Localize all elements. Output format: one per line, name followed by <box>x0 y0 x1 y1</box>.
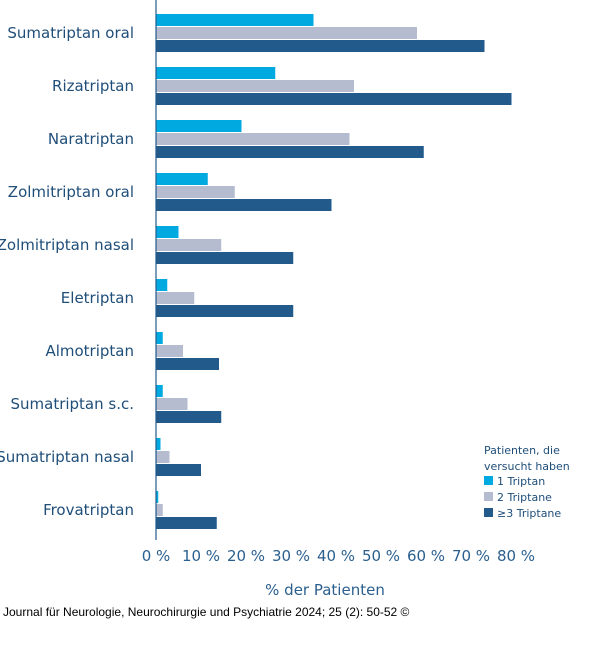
category-label: Rizatriptan <box>52 77 134 95</box>
legend-title-line-2: versucht haben <box>484 460 570 473</box>
x-tick-label: 10 % <box>182 547 220 565</box>
category-label: Zolmitriptan nasal <box>0 236 134 254</box>
x-tick-label: 60 % <box>407 547 445 565</box>
bar-3-2 <box>156 93 512 105</box>
legend-swatch <box>484 492 493 501</box>
x-tick-label: 0 % <box>142 547 171 565</box>
x-tick-labels: 0 % 10 % 20 % 30 % 40 % 50 % 60 % 70 % 80 % <box>142 547 535 565</box>
legend-title-line-1: Patienten, die <box>484 444 560 457</box>
bar-2-3 <box>156 133 350 145</box>
x-tick-label: 70 % <box>452 547 490 565</box>
category-label: Eletriptan <box>61 289 134 307</box>
bar-1-1 <box>156 14 314 26</box>
x-tick-label: 40 % <box>317 547 355 565</box>
x-axis-title: % der Patienten <box>265 581 385 599</box>
x-tick-label: 30 % <box>272 547 310 565</box>
bar-2-9 <box>156 451 170 463</box>
category-labels: Sumatriptan oral Rizatriptan Naratriptan Zo… <box>0 24 134 519</box>
bar-1-2 <box>156 67 276 79</box>
x-tick-label: 80 % <box>497 547 535 565</box>
bar-1-5 <box>156 226 179 238</box>
bar-2-7 <box>156 345 183 357</box>
bar-2-8 <box>156 398 188 410</box>
legend-swatch <box>484 476 493 485</box>
bar-1-10 <box>156 491 159 503</box>
category-label: Naratriptan <box>48 130 134 148</box>
legend: Patienten, die versucht haben 1 Triptan 2… <box>484 444 570 520</box>
bar-2-1 <box>156 27 417 39</box>
bar-1-6 <box>156 279 168 291</box>
bar-3-1 <box>156 40 485 52</box>
bar-3-7 <box>156 358 219 370</box>
bar-3-6 <box>156 305 294 317</box>
legend-label: 1 Triptan <box>497 475 545 488</box>
category-label: Frovatriptan <box>43 501 134 519</box>
legend-label: 2 Triptane <box>497 491 552 504</box>
bar-1-4 <box>156 173 208 185</box>
bar-2-6 <box>156 292 195 304</box>
bar-1-8 <box>156 385 163 397</box>
category-label: Sumatriptan nasal <box>0 448 134 466</box>
bar-3-4 <box>156 199 332 211</box>
legend-entries: 1 Triptan 2 Triptane ≥3 Triptane <box>484 475 561 520</box>
legend-label: ≥3 Triptane <box>497 507 561 520</box>
source-citation: Journal für Neurologie, Neurochirurgie u… <box>3 605 410 619</box>
category-label: Sumatriptan oral <box>7 24 134 42</box>
bar-1-7 <box>156 332 163 344</box>
bar-3-3 <box>156 146 424 158</box>
bar-1-3 <box>156 120 242 132</box>
category-label: Sumatriptan s.c. <box>10 395 134 413</box>
bar-2-5 <box>156 239 222 251</box>
bar-3-10 <box>156 517 217 529</box>
bar-3-8 <box>156 411 222 423</box>
category-label: Almotriptan <box>45 342 134 360</box>
bar-3-5 <box>156 252 294 264</box>
bar-1-9 <box>156 438 161 450</box>
legend-swatch <box>484 508 493 517</box>
x-tick-label: 20 % <box>227 547 265 565</box>
bar-3-9 <box>156 464 201 476</box>
bar-2-2 <box>156 80 354 92</box>
x-tick-label: 50 % <box>362 547 400 565</box>
bars-layer <box>156 14 512 529</box>
bar-2-10 <box>156 504 163 516</box>
bar-2-4 <box>156 186 235 198</box>
category-label: Zolmitriptan oral <box>8 183 134 201</box>
